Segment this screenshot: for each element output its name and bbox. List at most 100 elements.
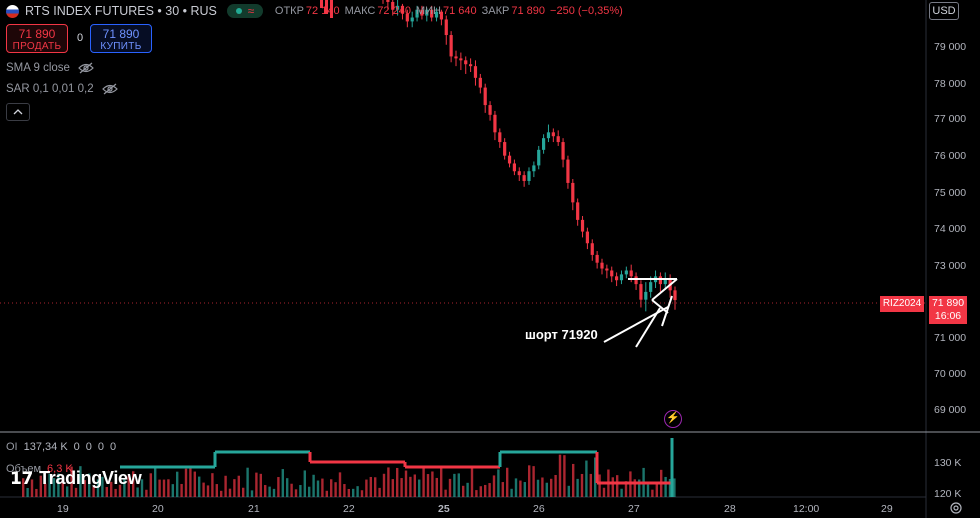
volume-bar	[528, 465, 531, 497]
candle-body	[532, 165, 536, 172]
volume-bar	[347, 488, 350, 497]
volume-legend: Объем 6,3 K	[6, 463, 73, 475]
volume-bar	[39, 475, 42, 497]
tradingview-logo-icon: 𝟭𝟳	[10, 468, 34, 488]
candle-body	[434, 11, 439, 18]
sell-label: ПРОДАТЬ	[12, 41, 62, 52]
volume-bar	[189, 466, 192, 497]
volume-bar	[435, 477, 438, 497]
candle-body	[576, 202, 580, 220]
candle-body	[551, 132, 555, 137]
volume-bar	[110, 481, 113, 497]
symbol-title[interactable]: RTS INDEX FUTURES • 30 • RUS	[25, 4, 217, 18]
volume-bar	[22, 478, 25, 497]
gear-icon[interactable]	[949, 501, 963, 515]
indicator-sar[interactable]: SAR 0,1 0,01 0,2	[6, 83, 118, 95]
volume-bar	[475, 490, 478, 497]
candle-body	[600, 262, 604, 269]
volume-bar	[369, 476, 372, 497]
candle-body	[449, 35, 453, 57]
indicator-sma[interactable]: SMA 9 close	[6, 62, 94, 74]
time-tick-label: 19	[57, 503, 69, 515]
sell-price: 71 890	[18, 27, 56, 41]
volume-bar	[488, 483, 491, 497]
oi-label: OI	[6, 441, 18, 453]
candle-body	[649, 282, 653, 292]
volume-bar	[506, 467, 509, 497]
candle-body	[585, 231, 589, 244]
volume-bar	[598, 474, 601, 497]
lightning-icon[interactable]: ⚡	[664, 410, 682, 428]
sell-button[interactable]: 71 890 ПРОДАТЬ	[6, 24, 68, 53]
volume-bar	[532, 466, 535, 497]
volume-bar	[338, 472, 342, 497]
time-tick-label: 25	[438, 503, 450, 515]
volume-bar	[140, 479, 144, 497]
volume-bar	[404, 470, 408, 497]
volume-bar	[510, 488, 513, 497]
buy-button[interactable]: 71 890 КУПИТЬ	[90, 24, 152, 53]
volume-bar	[158, 479, 161, 497]
oi-value: 137,34 K	[23, 441, 68, 453]
volume-bar	[334, 482, 337, 497]
volume-bar	[66, 486, 69, 497]
volume-bar	[44, 483, 47, 497]
oi-legend: OI 137,34 K 0 0 0 0	[6, 441, 116, 453]
volume-bar	[202, 482, 205, 497]
volume-bar	[30, 479, 34, 497]
volume-bar	[668, 478, 672, 497]
collapse-indicators-button[interactable]	[6, 103, 30, 121]
candle-body	[634, 276, 638, 285]
annotation-text[interactable]: шорт 71920	[525, 327, 598, 342]
candle-body	[561, 142, 565, 160]
volume-label: Объем	[6, 463, 42, 475]
volume-bar	[74, 487, 78, 497]
volume-bar	[211, 473, 214, 497]
price-tick-label: 71 000	[934, 332, 967, 344]
volume-bar	[325, 490, 328, 497]
candle-body	[325, 0, 328, 14]
volume-bar	[396, 467, 399, 497]
chart-header: RTS INDEX FUTURES • 30 • RUS ≈ ОТКР 72 1…	[6, 2, 623, 20]
tradingview-logo[interactable]: 𝟭𝟳 TradingView	[10, 468, 142, 489]
eye-hidden-icon[interactable]	[101, 83, 118, 95]
volume-bar	[83, 480, 86, 497]
candle-body	[517, 171, 521, 176]
volume-bar	[52, 478, 56, 497]
candle-body	[590, 243, 594, 255]
volume-bar	[585, 460, 588, 497]
sub-axis-label: 130 K	[934, 457, 962, 469]
drawn-annotations[interactable]	[603, 278, 678, 348]
volume-bar	[132, 471, 135, 497]
candle-body	[673, 290, 677, 301]
candle-body	[566, 159, 570, 183]
volume-bar	[673, 478, 676, 497]
market-status-badge[interactable]: ≈	[226, 4, 263, 18]
indicator-sma-label: SMA 9 close	[6, 62, 70, 74]
buy-price: 71 890	[102, 27, 140, 41]
oi-zero: 0	[85, 441, 92, 453]
candle-body	[639, 284, 643, 300]
candles-group	[320, 0, 677, 312]
candle-body	[488, 105, 492, 115]
candle-body	[405, 13, 409, 22]
volume-bar	[457, 473, 460, 497]
russia-flag-icon	[6, 4, 19, 18]
candle-body	[430, 9, 434, 18]
volume-bar	[26, 487, 29, 497]
volume-bar	[378, 487, 381, 497]
buy-label: КУПИТЬ	[100, 41, 142, 52]
price-tick-label: 77 000	[934, 113, 967, 125]
candle-body	[425, 9, 429, 16]
volume-bar	[316, 480, 320, 497]
candle-body	[420, 9, 424, 16]
eye-hidden-icon[interactable]	[78, 62, 94, 74]
currency-button[interactable]: USD	[929, 2, 959, 20]
volume-bar	[638, 479, 641, 497]
candle-body	[595, 254, 599, 263]
candle-body	[473, 66, 478, 78]
change-value: −250 (−0,35%)	[550, 5, 623, 17]
volume-bar	[206, 485, 210, 497]
volume-bar	[492, 475, 496, 497]
